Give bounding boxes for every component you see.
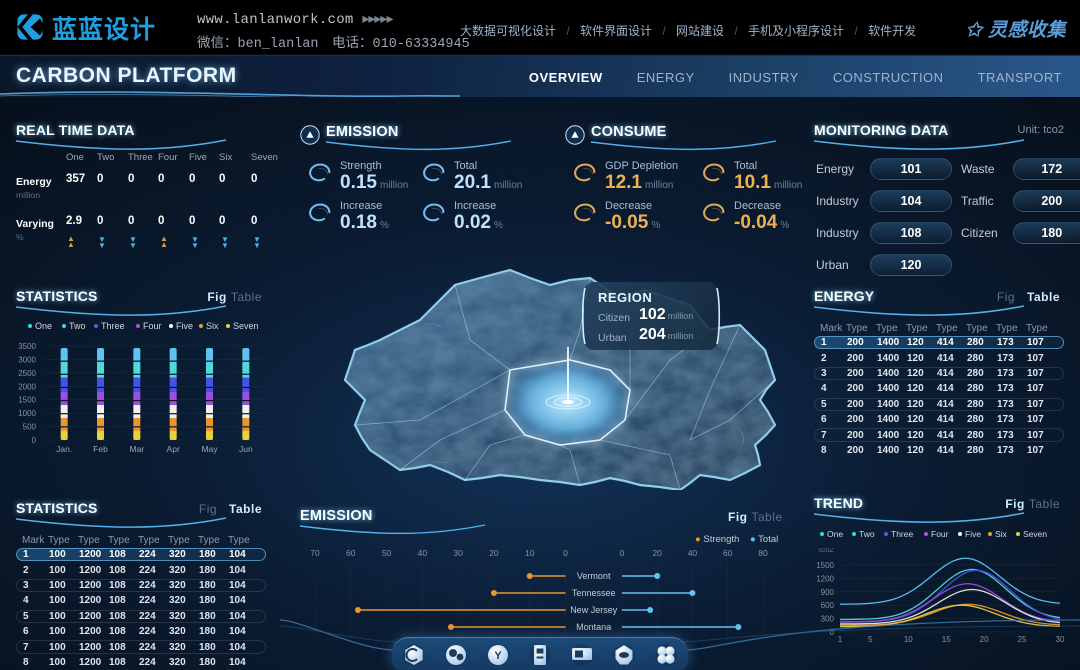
svg-text:May: May bbox=[201, 444, 218, 454]
svg-text:1000: 1000 bbox=[18, 409, 36, 418]
svg-text:Jan.: Jan. bbox=[56, 444, 72, 454]
svg-text:One: One bbox=[35, 321, 52, 331]
svg-text:Seven: Seven bbox=[1023, 529, 1047, 539]
svg-text:0: 0 bbox=[563, 548, 568, 558]
svg-text:60: 60 bbox=[346, 548, 356, 558]
svg-text:One: One bbox=[827, 529, 843, 539]
svg-text:Jun: Jun bbox=[239, 444, 253, 454]
svg-text:Three: Three bbox=[891, 529, 913, 539]
svg-text:Five: Five bbox=[965, 529, 981, 539]
svg-text:80: 80 bbox=[758, 548, 768, 558]
svg-text:Two: Two bbox=[859, 529, 875, 539]
svg-text:Four: Four bbox=[931, 529, 949, 539]
svg-text:1500: 1500 bbox=[18, 396, 36, 405]
svg-text:3500: 3500 bbox=[18, 342, 36, 351]
svg-text:20: 20 bbox=[489, 548, 499, 558]
svg-text:30: 30 bbox=[453, 548, 463, 558]
svg-text:Feb: Feb bbox=[93, 444, 108, 454]
svg-text:1500: 1500 bbox=[816, 561, 834, 570]
svg-text:40: 40 bbox=[688, 548, 698, 558]
svg-text:Two: Two bbox=[69, 321, 86, 331]
svg-text:600: 600 bbox=[821, 601, 835, 610]
svg-text:Three: Three bbox=[101, 321, 125, 331]
svg-text:Y: Y bbox=[494, 650, 502, 662]
svg-text:Six: Six bbox=[995, 529, 1008, 539]
svg-text:Apr: Apr bbox=[167, 444, 180, 454]
svg-text:2000: 2000 bbox=[18, 382, 36, 391]
svg-text:Six: Six bbox=[206, 321, 219, 331]
svg-text:Mar: Mar bbox=[130, 444, 145, 454]
svg-text:0: 0 bbox=[620, 548, 625, 558]
svg-text:60: 60 bbox=[723, 548, 733, 558]
svg-text:900: 900 bbox=[821, 588, 835, 597]
svg-text:10: 10 bbox=[525, 548, 535, 558]
svg-text:0: 0 bbox=[32, 436, 37, 445]
svg-text:500: 500 bbox=[23, 423, 37, 432]
svg-text:20: 20 bbox=[652, 548, 662, 558]
svg-text:1200: 1200 bbox=[816, 574, 834, 583]
svg-text:Four: Four bbox=[143, 321, 162, 331]
svg-text:50: 50 bbox=[382, 548, 392, 558]
svg-text:tco2: tco2 bbox=[819, 548, 835, 554]
svg-text:2500: 2500 bbox=[18, 369, 36, 378]
svg-text:3000: 3000 bbox=[18, 355, 36, 364]
svg-text:Tennessee: Tennessee bbox=[572, 588, 616, 598]
svg-text:70: 70 bbox=[310, 548, 320, 558]
svg-text:Five: Five bbox=[176, 321, 193, 331]
svg-text:Vermont: Vermont bbox=[577, 571, 611, 581]
svg-text:Seven: Seven bbox=[233, 321, 259, 331]
svg-text:40: 40 bbox=[418, 548, 428, 558]
